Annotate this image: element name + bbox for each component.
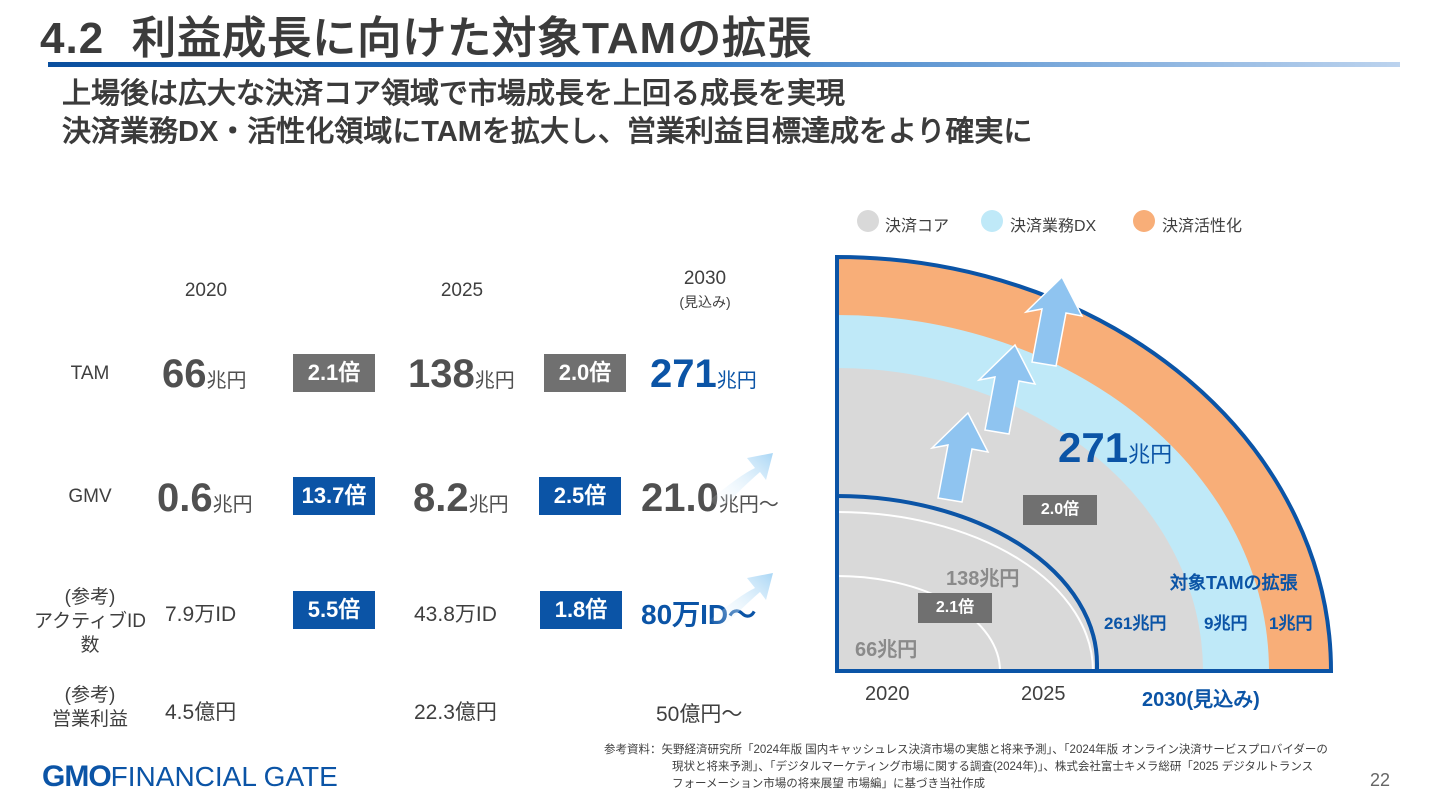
source-note-2: 現状と将来予測」、「デジタルマーケティング市場に関する調査(2024年)」、株式… <box>672 761 1314 773</box>
gmv-multiplier-1: 13.7倍 <box>293 477 375 515</box>
tam-2030-unit: 兆円 <box>716 370 757 392</box>
gmv-2030: 21.0兆円〜 <box>641 476 779 521</box>
gmv-2030-unit: 兆円〜 <box>718 494 779 516</box>
gmv-2020-value: 0.6 <box>157 476 213 520</box>
tam-multiplier-2: 2.0倍 <box>544 354 626 392</box>
gmv-2025: 8.2兆円 <box>413 476 509 521</box>
label-138: 138兆円 <box>946 568 1020 590</box>
gmv-2025-unit: 兆円 <box>468 494 509 516</box>
tam-2020-value: 66 <box>162 352 207 396</box>
step-arrow-1-icon <box>929 411 990 503</box>
gmv-2020-unit: 兆円 <box>212 494 253 516</box>
row-label-operating-profit: (参考) 営業利益 <box>25 684 155 732</box>
step-arrows <box>929 275 1084 503</box>
badge-2x: 2.0倍 <box>1040 501 1080 518</box>
badge-2-1x: 2.1倍 <box>935 599 975 616</box>
page-title: 4.2 利益成長に向けた対象TAMの拡張 <box>40 2 812 66</box>
row-label-gmv: GMV <box>68 486 112 507</box>
tam-2025: 138兆円 <box>408 352 515 397</box>
step-arrow-3-icon <box>1023 275 1084 367</box>
expansion-title: 対象TAMの拡張 <box>1170 573 1298 593</box>
arc-2025 <box>836 511 1094 672</box>
legend-core-dot <box>857 210 879 232</box>
row-label-operating-profit-text: 営業利益 <box>51 709 128 730</box>
company-logo: GMOFINANCIAL GATE <box>42 760 338 794</box>
axis-2020: 2020 <box>865 683 910 705</box>
page-number: 22 <box>1370 770 1391 790</box>
legend-dx-dot <box>981 210 1003 232</box>
profit-2025: 22.3億円 <box>414 701 497 724</box>
segment-activation-value: 1兆円 <box>1269 614 1313 633</box>
logo-gmo: GMO <box>42 760 112 793</box>
source-note-1: 参考資料：矢野経済研究所「2024年版 国内キャッシュレス決済市場の実態と将来予… <box>604 744 1328 756</box>
outer-boundary <box>835 254 1334 673</box>
legend-activation-dot <box>1133 210 1155 232</box>
axis-2030: 2030(見込み) <box>1142 689 1260 711</box>
logo-financial-gate: FINANCIAL GATE <box>110 761 338 792</box>
year-2020: 2020 <box>184 280 228 301</box>
year-2025: 2025 <box>440 280 484 301</box>
expansion-boundary-inner <box>836 494 1099 671</box>
tam-2030-diagram-value: 271 <box>1058 424 1129 471</box>
label-66: 66兆円 <box>855 639 918 661</box>
step-arrow-2-icon <box>976 343 1037 435</box>
title-underline <box>48 62 1400 67</box>
active-ids-2025: 43.8万ID <box>414 603 497 626</box>
profit-2020: 4.5億円 <box>165 701 237 724</box>
row-label-operating-profit-note: (参考) <box>64 685 116 706</box>
gmv-2030-value: 21.0 <box>641 476 719 520</box>
subtitle-line-1: 上場後は広大な決済コア領域で市場成長を上回る成長を実現 <box>62 78 846 110</box>
legend-core-label: 決済コア <box>885 218 950 235</box>
year-2030: 2030 <box>683 268 727 289</box>
profit-2030: 50億円〜 <box>656 703 743 726</box>
tam-2030: 271兆円 <box>650 352 757 397</box>
tam-2025-unit: 兆円 <box>474 370 515 392</box>
subtitle-line-2: 決済業務DX・活性化領域にTAMを拡大し、営業利益目標達成をより確実に <box>62 116 1033 148</box>
legend-dx-label: 決済業務DX <box>1010 218 1097 235</box>
row-label-active-ids-text: アクティブID数 <box>34 611 146 656</box>
segment-core-value: 261兆円 <box>1104 614 1167 633</box>
tam-2025-value: 138 <box>408 352 475 396</box>
gmv-2020: 0.6兆円 <box>157 476 253 521</box>
tam-2030-value: 271 <box>650 352 717 396</box>
tam-2030-diagram-label: 271兆円 <box>1058 424 1172 472</box>
source-note-3: フォーメーション市場の将来展望 市場編」に基づき当社作成 <box>672 778 986 790</box>
tam-2030-diagram-unit: 兆円 <box>1128 442 1173 467</box>
gmv-growth-arrow-icon <box>710 453 773 510</box>
tam-2020-unit: 兆円 <box>206 370 247 392</box>
badge-2x-bg <box>1023 495 1097 525</box>
badge-21x-bg <box>918 593 992 623</box>
active-ids-growth-arrow-icon <box>710 573 773 630</box>
section-number: 4.2 <box>40 14 105 63</box>
active-ids-multiplier-2: 1.8倍 <box>540 591 622 629</box>
year-2030-forecast: (見込み) <box>679 294 731 310</box>
segment-dx-value: 9兆円 <box>1204 614 1248 633</box>
title-text: 利益成長に向けた対象TAMの拡張 <box>132 14 813 63</box>
row-label-active-ids-note: (参考) <box>64 587 116 608</box>
gmv-multiplier-2: 2.5倍 <box>539 477 621 515</box>
active-ids-multiplier-1: 5.5倍 <box>293 591 375 629</box>
tam-multiplier-1: 2.1倍 <box>293 354 375 392</box>
axis-2025: 2025 <box>1021 683 1066 705</box>
tam-2020: 66兆円 <box>162 352 247 397</box>
growth-arrows <box>710 453 773 630</box>
active-ids-2020: 7.9万ID <box>165 603 237 626</box>
row-label-active-ids: (参考) アクティブID数 <box>25 586 155 658</box>
legend-activation-label: 決済活性化 <box>1162 218 1243 235</box>
gmv-2025-value: 8.2 <box>413 476 469 520</box>
tam-diagram <box>835 254 1334 673</box>
row-label-tam: TAM <box>70 363 110 384</box>
